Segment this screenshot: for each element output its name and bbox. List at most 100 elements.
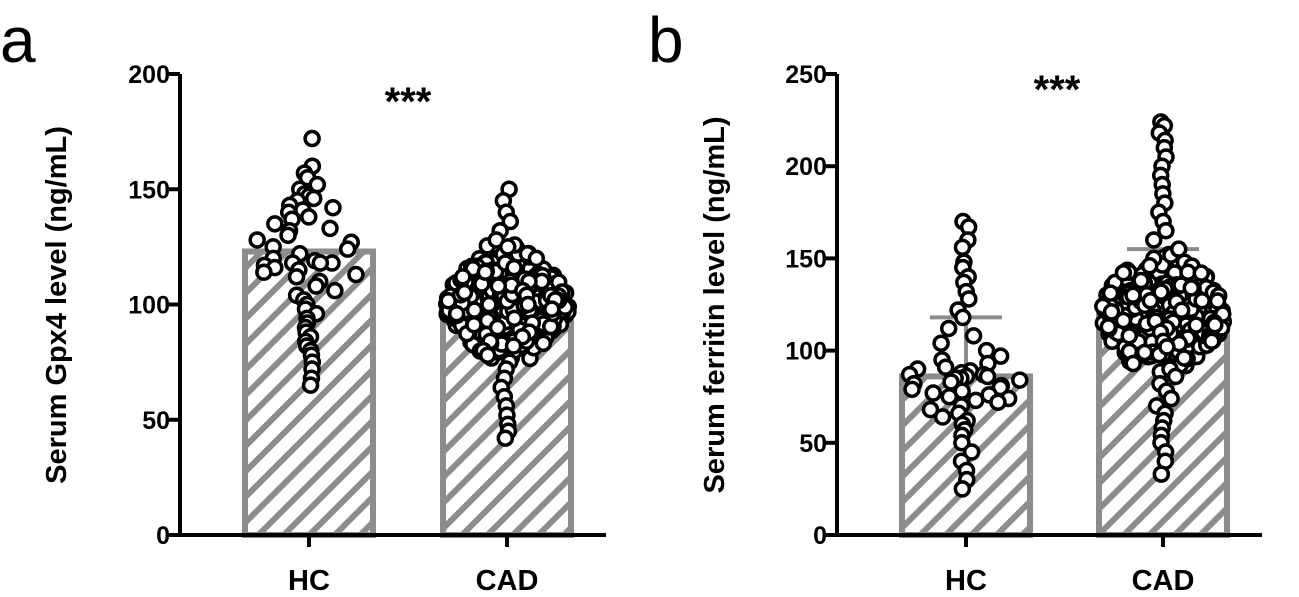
panel-a-point-cad [465,315,483,334]
panel-a-point-hc [304,189,323,208]
panel-b-point-cad [1114,311,1133,330]
panel-b-point-hc [991,347,1010,365]
panel-b-point-hc [953,238,972,257]
panel-b-point-cad [1145,231,1163,249]
panel-a-point-hc [347,265,365,284]
panel-a-point-cad [499,238,517,256]
panel-a-y-tick-label-150: 150 [128,176,170,204]
panel-a-point-hc [287,268,306,286]
panel-b-category-cad: CAD [1132,565,1195,597]
panel-a-point-hc [307,277,325,295]
panel-b-y-tick-label-0: 0 [813,522,827,550]
panel-a-point-cad [480,295,498,314]
panel-a-point-cad [496,429,515,447]
panel-b-point-hc [989,393,1007,411]
panel-a-point-cad [527,249,546,268]
panel-b-point-cad [1132,271,1150,290]
panel-b-y-tick-label-200: 200 [785,153,827,181]
panel-a-point-cad [478,346,497,364]
panel-a-point-hc [326,281,344,300]
panel-b-point-cad [1101,284,1120,302]
panel-b-point-hc [964,327,983,345]
panel-b-y-tick-label-250: 250 [785,61,827,89]
panel-b-point-cad [1193,292,1211,310]
panel-b-point-cad [1166,367,1185,386]
panel-b-point-hc [936,358,955,376]
panel-a-chart: a Serum Gpx4 level (ng/mL) *** HC CAD 0 5… [0,4,606,597]
panel-b-point-cad [1175,349,1193,367]
panel-b-point-cad [1157,221,1175,240]
panel-a-point-cad [534,334,553,353]
panel-a-point-cad [505,258,523,277]
panel-a-y-axis-title: Serum Gpx4 level (ng/mL) [41,126,73,484]
panel-a-category-hc: HC [288,565,330,597]
panel-b-y-axis-title: Serum ferritin level (ng/mL) [699,116,731,493]
panel-a-y-tick-label-0: 0 [156,522,170,550]
panel-a-point-cad [455,283,474,302]
panel-b-point-hc [954,308,972,327]
panel-a-point-hc [303,129,321,148]
panel-b-point-hc [939,319,958,338]
panel-b-point-cad [1099,318,1118,336]
panel-a-point-hc [324,198,342,217]
panel-a-point-hc [301,376,320,394]
panel-b-point-hc [1011,371,1029,389]
panel-a-plot-area: 0 50 100 150 200 [128,61,606,550]
panel-a-point-cad [465,301,484,319]
panel-a-point-cad [476,263,495,281]
panel-a-point-cad [543,300,561,318]
panel-a-point-cad [504,337,523,355]
panel-a-point-cad [519,295,537,314]
panel-a-point-hc [266,215,284,233]
panel-a-point-cad [488,318,507,337]
panel-b-point-hc [903,380,921,399]
panel-b-point-cad [1206,316,1224,334]
panel-b-point-cad [1172,301,1191,320]
panel-b-y-tick-label-50: 50 [799,430,827,458]
panel-b-point-hc [960,290,978,308]
panel-b-point-hc [932,334,950,352]
panel-b-point-hc [921,400,940,419]
panel-b-point-cad [1114,264,1133,282]
panel-b-point-hc [978,367,997,386]
panel-b-point-cad [1192,264,1211,282]
panel-a-point-cad [501,212,520,231]
panel-b-y-tick-label-150: 150 [785,245,827,273]
panel-b-significance: *** [1034,68,1081,112]
panel-a-point-hc [321,219,339,238]
panel-a-point-hc [300,208,318,226]
panel-b-point-hc [924,384,942,402]
panel-a-point-hc [248,231,266,249]
panel-b-plot-area: 0 50 100 150 200 250 [785,61,1262,550]
panel-b-point-cad [1141,292,1160,310]
panel-b-category-hc: HC [945,565,987,597]
panel-b-point-cad [1182,279,1201,297]
panel-a-category-cad: CAD [476,565,539,597]
panel-a-point-hc [279,226,297,245]
panel-b-chart: b Serum ferritin level (ng/mL) *** HC CA… [648,4,1262,597]
panel-b-point-cad [1120,327,1138,345]
panel-b-point-hc [967,391,985,410]
panel-a-y-tick-label-100: 100 [128,292,170,320]
panel-b-point-cad [1158,338,1176,356]
panel-b-point-cad [1202,332,1221,351]
panel-a-y-tick-label-200: 200 [128,61,170,89]
panel-b-point-cad [1208,292,1227,310]
panel-b-point-cad [1169,240,1188,258]
panel-b-point-cad [1152,283,1170,301]
panel-b-point-cad [1162,389,1180,408]
panel-a-point-cad [447,304,466,323]
panel-b-point-cad [1124,286,1142,305]
panel-a-point-cad [454,268,472,286]
panel-b-point-cad [1135,343,1154,362]
panel-b-point-hc [953,480,972,498]
panel-b-point-hc [962,443,981,461]
panel-a-point-hc [338,240,357,258]
panel-a-significance: *** [385,80,432,124]
panel-b-point-hc [933,408,952,426]
panel-a-point-cad [489,277,508,295]
panel-a-point-hc [255,263,273,281]
panel-b-point-cad [1124,354,1142,373]
panel-b-point-cad [1187,316,1205,334]
